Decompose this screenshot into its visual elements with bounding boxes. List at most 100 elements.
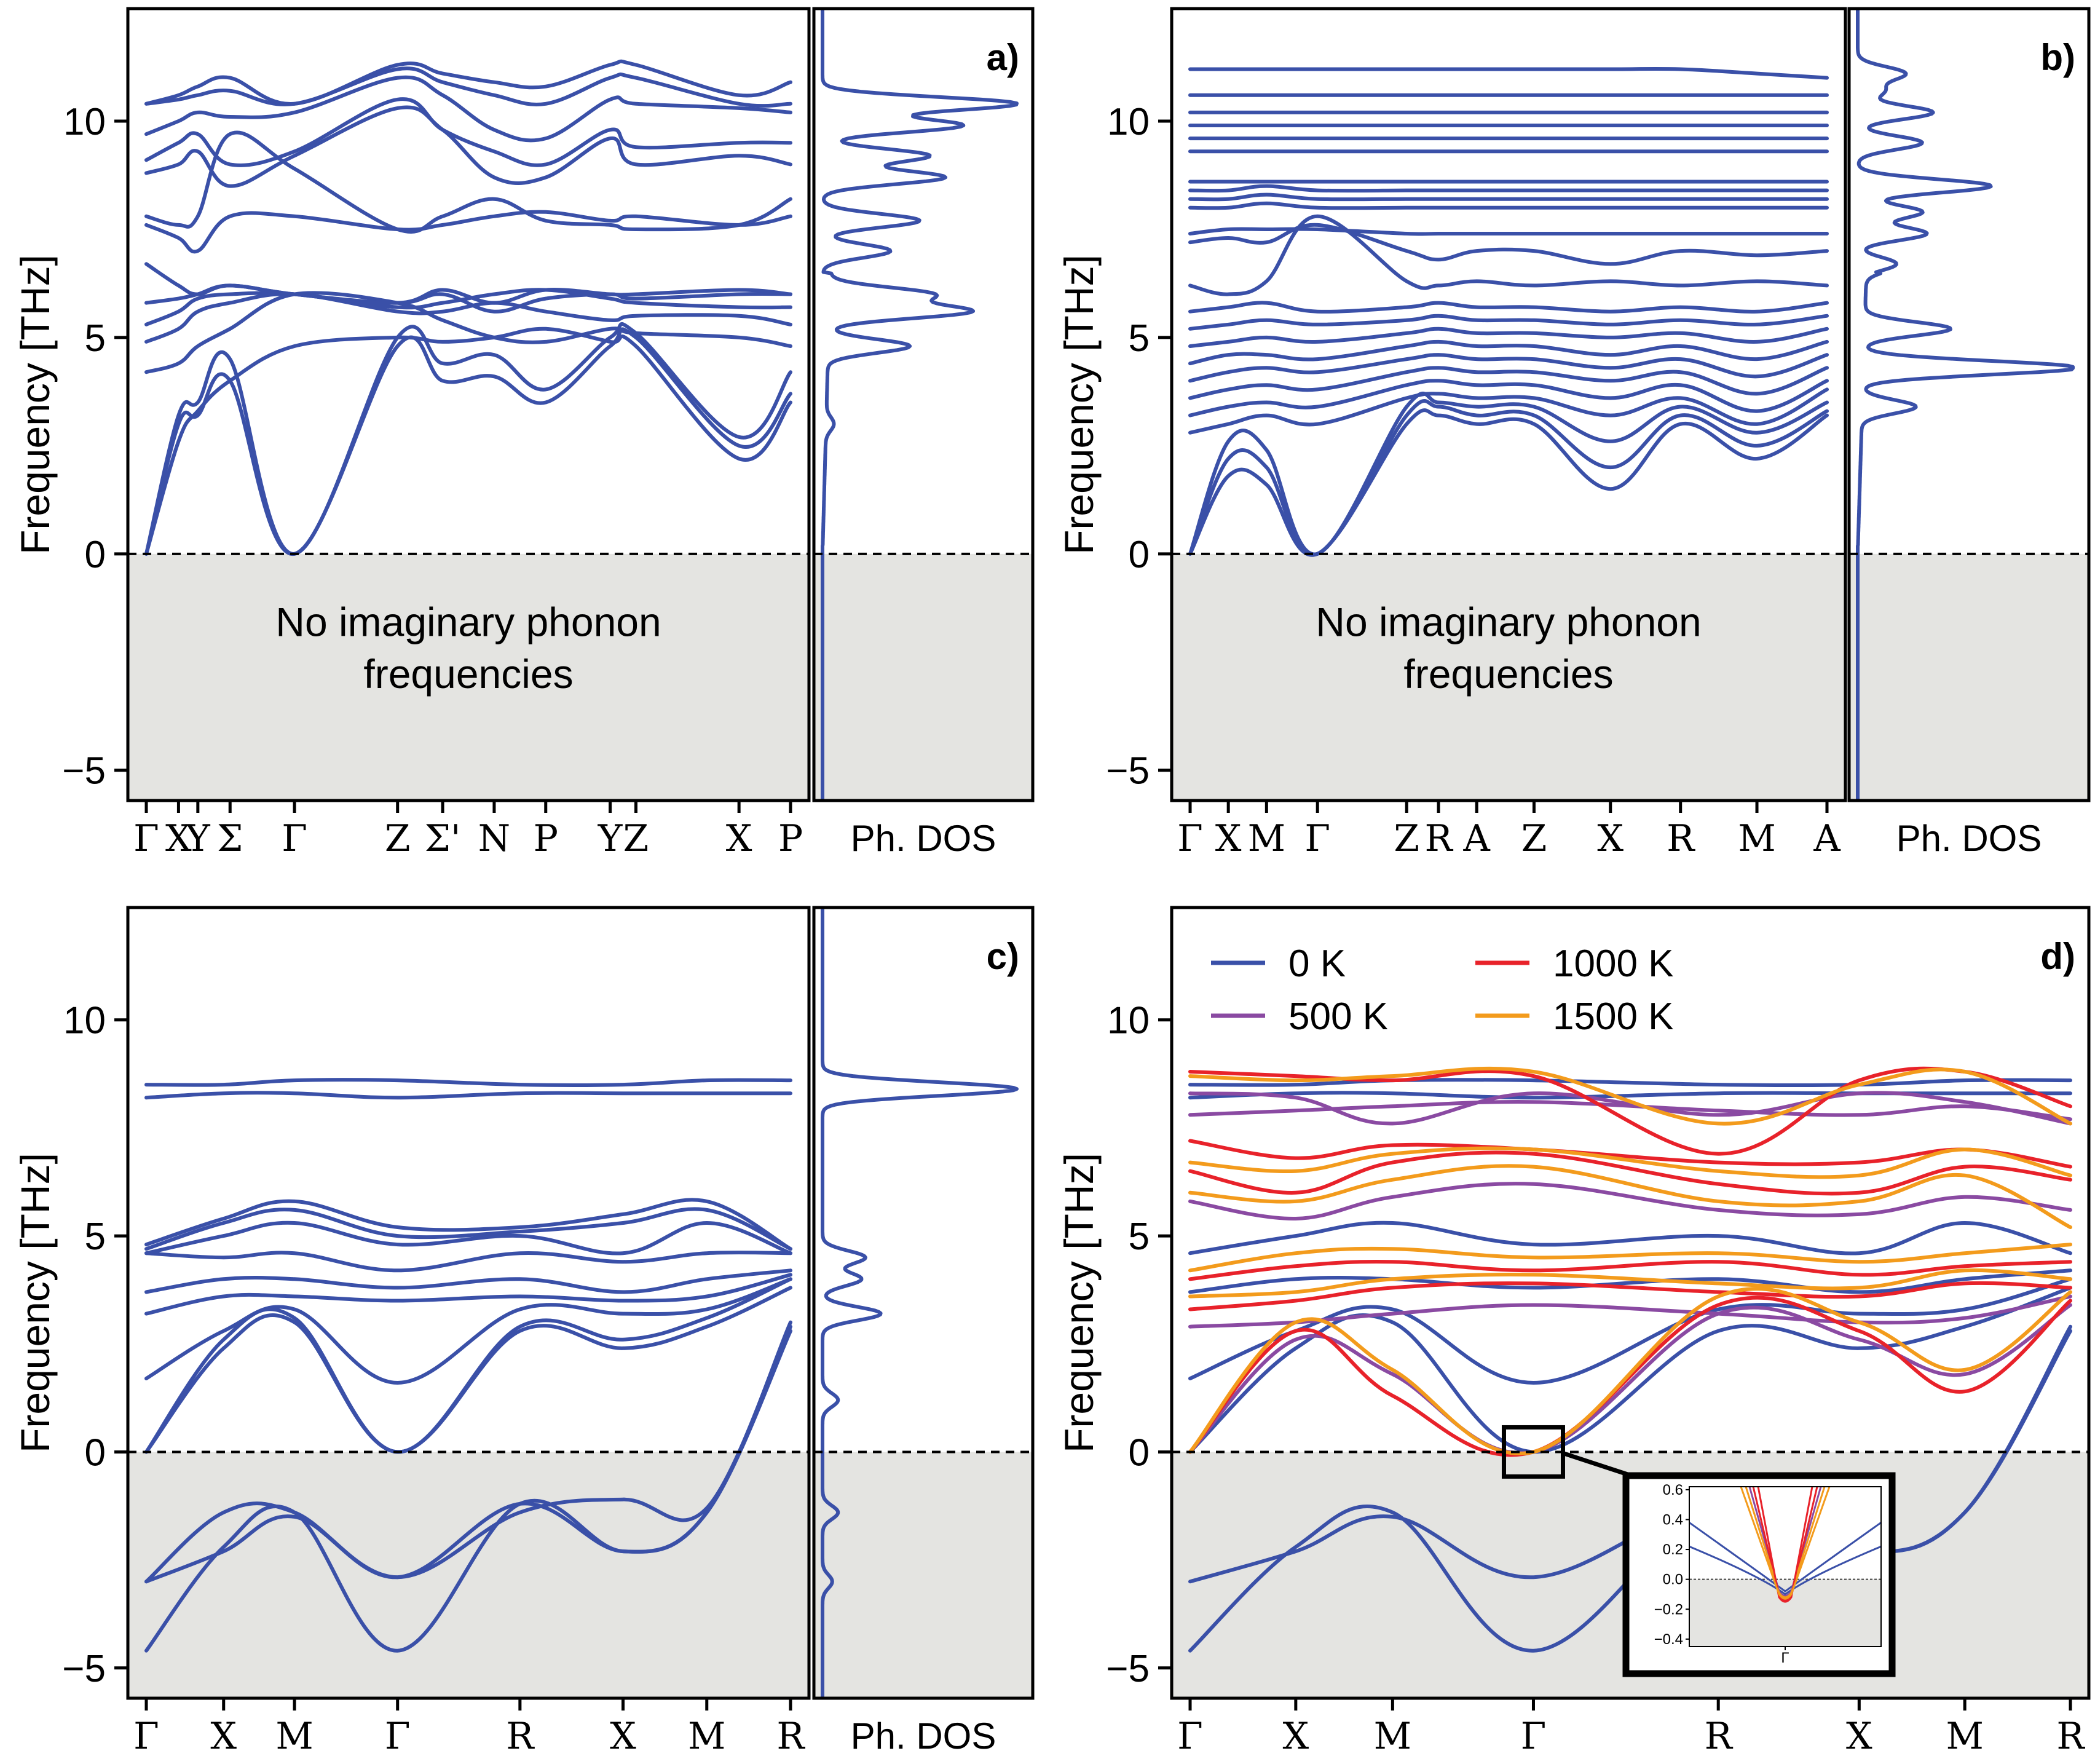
- y-axis-label: Frequency [THz]: [12, 255, 58, 555]
- legend-label: 500 K: [1288, 995, 1388, 1038]
- series-0k-band-4: [1188, 1268, 2072, 1294]
- dos-negative-region: [814, 553, 1033, 801]
- band-structure-b: [1188, 66, 1829, 557]
- phonon-band-2: [144, 1320, 792, 1584]
- q-point-label: A: [1463, 817, 1491, 860]
- phonon-band-12: [1188, 223, 1829, 266]
- y-tick-label: 5: [85, 317, 106, 360]
- y-tick-label: 10: [63, 1000, 106, 1042]
- negative-region: [128, 553, 809, 801]
- phonon-band-16: [1188, 184, 1829, 193]
- panel-a: [128, 553, 1033, 801]
- zoom-box: [1501, 1425, 1565, 1479]
- panel-tag: b): [2040, 37, 2075, 78]
- dos-frame: [1847, 7, 2091, 802]
- phonon-band-9: [144, 130, 792, 234]
- y-axis-label: Frequency [THz]: [1056, 1153, 1102, 1453]
- series-1000k-band-1: [1188, 1281, 2072, 1311]
- phonon-band-2: [144, 322, 792, 556]
- phonon-band-4: [144, 1277, 792, 1454]
- dos-curve: [1856, 8, 2075, 801]
- y-axis-label: Frequency [THz]: [1056, 255, 1102, 555]
- series-1500k-band-1: [1188, 1268, 2072, 1299]
- q-point-label: M: [275, 1715, 313, 1758]
- q-point-label: R: [776, 1715, 805, 1758]
- q-point-label: X: [1282, 1715, 1309, 1758]
- band-structure-c: [144, 1078, 792, 1653]
- phonon-band-11: [144, 1198, 792, 1251]
- phonon-band-8: [144, 1251, 792, 1273]
- phonon-band-10: [1188, 301, 1829, 314]
- phonon-band-10: [144, 1207, 792, 1251]
- q-point-label: M: [1374, 1715, 1411, 1758]
- series-0k-band-5: [1188, 1220, 2072, 1256]
- annotation-line-2: frequencies: [1403, 651, 1613, 697]
- inset-y-tick-label: −0.4: [1654, 1631, 1683, 1648]
- plot-frame: [1170, 7, 1847, 802]
- q-point-label: Z: [1394, 817, 1419, 860]
- q-point-label: Σ': [425, 817, 461, 860]
- y-tick-label: −5: [62, 750, 106, 793]
- phonon-band-7: [144, 262, 792, 305]
- phonon-band-11: [1188, 214, 1829, 296]
- q-point-label: M: [1738, 817, 1775, 860]
- q-point-label: N: [478, 817, 511, 860]
- q-point-label: Γ: [1177, 1715, 1203, 1758]
- panel-c: [128, 1452, 1033, 1698]
- y-tick-label: 0: [1129, 1431, 1150, 1474]
- annotation-line-1: No imaginary phonon: [275, 599, 661, 645]
- y-tick-label: 0: [1129, 534, 1150, 576]
- dos-a: [821, 8, 1019, 801]
- q-point-label: Γ: [385, 1715, 411, 1758]
- dos-negative-region: [1849, 553, 2089, 801]
- series-1500k-band-0: [1188, 1286, 2072, 1455]
- phonon-band-1: [144, 1324, 792, 1584]
- q-point-label: M: [1248, 817, 1285, 860]
- phonon-band-4: [1188, 379, 1829, 417]
- phonon-band-9: [1188, 314, 1829, 331]
- q-point-label: Γ: [1177, 817, 1203, 860]
- legend-label: 0 K: [1288, 943, 1346, 985]
- annotation-line-1: No imaginary phonon: [1316, 599, 1701, 645]
- y-tick-label: 10: [1107, 101, 1150, 143]
- y-tick-label: −5: [1106, 1648, 1150, 1690]
- dos-frame: [812, 906, 1035, 1700]
- q-point-label: Z: [623, 817, 649, 860]
- series-1500k-band-3: [1188, 1164, 2072, 1229]
- panel-tag: a): [987, 37, 1019, 78]
- q-point-label: R: [1424, 817, 1453, 860]
- plot-frame: [126, 906, 811, 1700]
- phonon-band-0: [1188, 408, 1829, 557]
- q-point-label: Σ: [217, 817, 243, 860]
- inset-y-tick-label: 0.2: [1663, 1541, 1683, 1558]
- q-point-label: Γ: [1521, 1715, 1547, 1758]
- q-point-label: X: [1597, 817, 1624, 860]
- inset-band-finite-t: [1740, 1486, 1831, 1600]
- phonon-band-13: [144, 1078, 792, 1088]
- series-500k-band-2: [1188, 1182, 2072, 1221]
- q-point-label: Y: [185, 817, 211, 860]
- q-point-label: M: [1946, 1715, 1983, 1758]
- series-1000k-band-3: [1188, 1150, 2072, 1196]
- dos-curve: [821, 8, 1019, 801]
- y-tick-label: 5: [85, 1216, 106, 1258]
- legend: 0 K 1000 K 500 K 1500 K: [1211, 943, 1674, 1038]
- series-500k-band-4: [1188, 1091, 2072, 1126]
- phonon-band-1: [1188, 399, 1829, 556]
- plot-frame: [126, 7, 811, 802]
- phonon-band-5: [1188, 366, 1829, 400]
- legend-label: 1500 K: [1553, 995, 1674, 1038]
- phonon-band-10: [144, 105, 792, 188]
- y-tick-label: −5: [62, 1648, 106, 1690]
- phonon-band-0: [144, 326, 792, 556]
- panel-tag: d): [2040, 936, 2075, 977]
- q-point-label: X: [165, 817, 192, 860]
- q-point-label: X: [1215, 817, 1242, 860]
- phonon-band-6: [144, 1273, 792, 1316]
- q-point-label: Z: [385, 817, 411, 860]
- series-1000k-band-2: [1188, 1259, 2072, 1281]
- phonon-band-13: [1188, 227, 1829, 236]
- annotation-line-2: frequencies: [363, 651, 573, 697]
- series-1500k-band-5: [1188, 1066, 2072, 1126]
